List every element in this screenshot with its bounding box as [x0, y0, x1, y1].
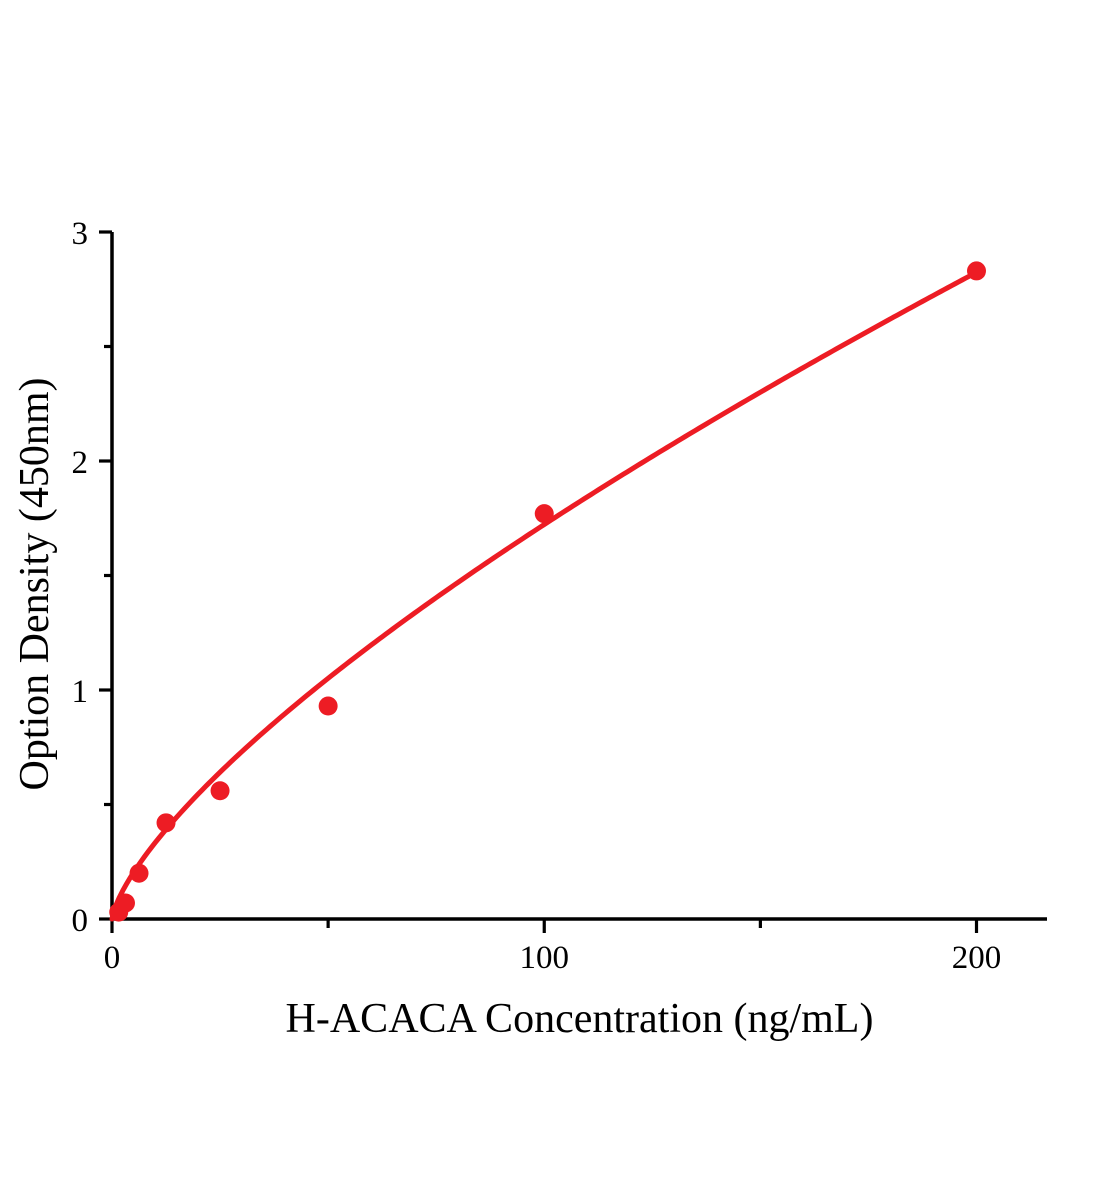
y-axis-title: Option Density (450nm): [12, 378, 58, 791]
data-point: [534, 504, 554, 524]
data-point: [967, 261, 986, 281]
axes: 0 100 200 0 1 2 3: [72, 216, 1047, 976]
data-point: [115, 893, 135, 913]
y-tick-label: 3: [72, 216, 89, 252]
data-series: [109, 261, 986, 922]
y-tick-label: 2: [72, 445, 89, 481]
data-point: [129, 863, 149, 883]
x-axis-title: H-ACACA Concentration (ng/mL): [286, 996, 874, 1042]
data-point: [210, 781, 230, 801]
x-tick-label: 200: [952, 940, 1002, 976]
y-tick-label: 0: [72, 903, 89, 939]
y-tick-label: 1: [72, 674, 89, 710]
x-tick-label: 0: [104, 940, 121, 976]
x-tick-label: 100: [520, 940, 570, 976]
data-point: [318, 696, 338, 716]
fit-curve: [109, 269, 979, 922]
data-point: [156, 813, 176, 833]
axis-lines: [110, 232, 1047, 921]
